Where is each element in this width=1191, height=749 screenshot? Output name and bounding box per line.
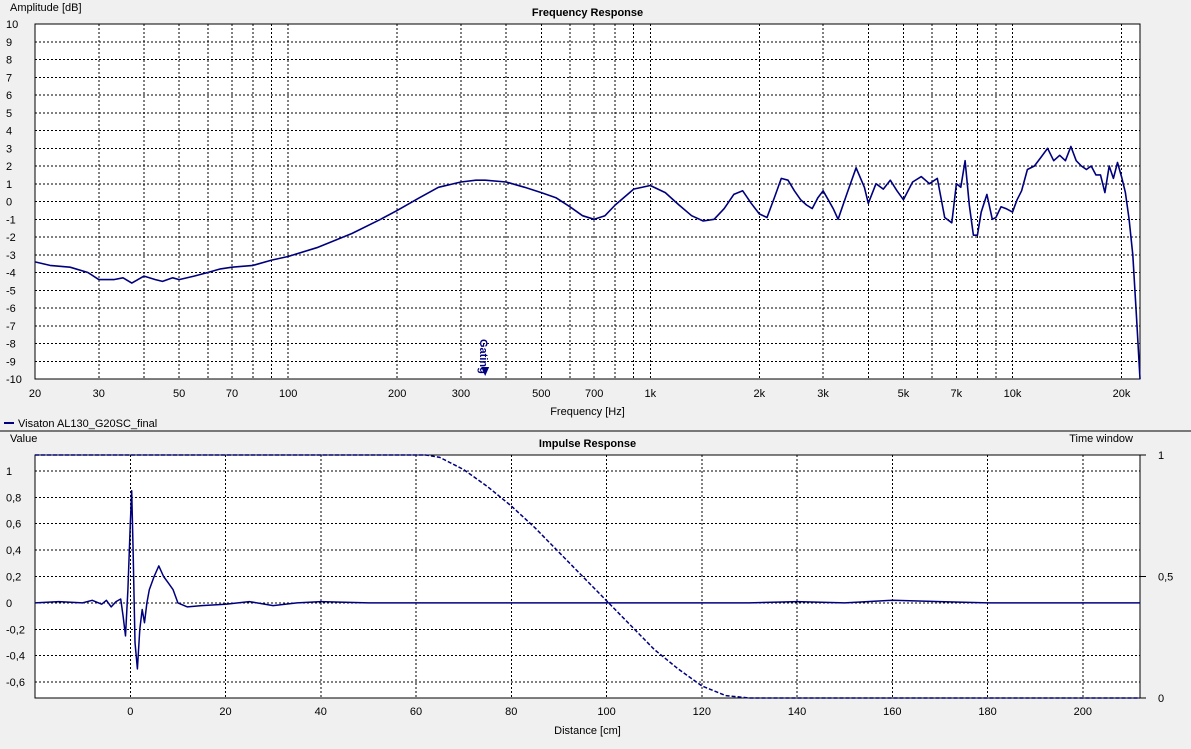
frequency-y-tick-label: 10 [6,19,18,31]
impulse-x-tick-label: 200 [1074,706,1092,718]
impulse-y-tick-label: -0,2 [6,624,25,636]
gating-arrow [481,367,490,376]
frequency-series [34,145,1141,380]
impulse-x-tick-label: 100 [597,706,615,718]
frequency-grid [35,24,1140,379]
impulse-y-tick-label: 0,2 [6,572,21,584]
frequency-x-tick-label: 30 [93,388,105,400]
frequency-x-tick-label: 300 [452,388,470,400]
impulse-y-tick-label: 0,8 [6,492,21,504]
frequency-y-tick-label: 1 [6,179,12,191]
impulse-x-tick-label: 80 [505,706,517,718]
impulse-series [34,454,1140,699]
frequency-x-tick-label: 2k [754,388,766,400]
frequency-x-tick-label: 20 [29,388,41,400]
frequency-x-tick-label: 70 [226,388,238,400]
frequency-y-tick-label: -5 [6,285,16,297]
frequency-x-axis-label: Frequency [Hz] [550,406,625,418]
impulse-response-chart: 0 20 40 60 80 100 120 140 160 180 20010,80,60,40,2… [6,433,1173,737]
impulse-x-tick-label: 140 [788,706,806,718]
impulse-x-tick-label: 160 [883,706,901,718]
impulse-y-axis-label: Value [10,433,37,445]
frequency-y-tick-label: -6 [6,303,16,315]
frequency-y-tick-label: -8 [6,339,16,351]
frequency-y-tick-label: 7 [6,72,12,84]
impulse-tick-labels: 0 20 40 60 80 100 120 140 160 180 20010,80,60,40,2… [6,450,1173,718]
frequency-response-line [34,145,1141,380]
impulse-x-tick-label: 20 [219,706,231,718]
frequency-y-axis-label: Amplitude [dB] [10,2,82,14]
impulse-chart-title: Impulse Response [539,438,636,450]
frequency-y-tick-label: 0 [6,197,12,209]
frequency-x-tick-label: 700 [585,388,603,400]
frequency-x-tick-label: 100 [279,388,297,400]
frequency-x-tick-label: 1k [644,388,656,400]
time-window-tick-label: 1 [1158,450,1164,462]
frequency-y-tick-label: -2 [6,232,16,244]
frequency-y-tick-label: -10 [6,374,22,386]
impulse-y-tick-label: 0 [6,598,12,610]
frequency-y-tick-label: -9 [6,356,16,368]
time-window-curve [35,454,1140,699]
frequency-x-tick-label: 20k [1113,388,1131,400]
frequency-x-tick-label: 3k [817,388,829,400]
impulse-y-tick-label: -0,6 [6,677,25,689]
frequency-x-tick-label: 50 [173,388,185,400]
frequency-x-tick-label: 200 [388,388,406,400]
impulse-x-tick-label: 0 [127,706,133,718]
frequency-y-tick-label: 6 [6,90,12,102]
impulse-y-tick-label: 0,6 [6,519,21,531]
impulse-x-axis-label: Distance [cm] [554,725,621,737]
frequency-y-tick-label: -7 [6,321,16,333]
legend-label: Visaton AL130_G20SC_final [18,418,157,430]
impulse-x-tick-label: 180 [978,706,996,718]
frequency-y-tick-label: 4 [6,126,12,138]
frequency-y-tick-label: 5 [6,108,12,120]
impulse-x-tick-label: 40 [315,706,327,718]
frequency-x-tick-label: 10k [1004,388,1022,400]
frequency-y-tick-label: -4 [6,268,16,280]
gating-marker[interactable]: Gating [477,339,490,376]
frequency-y-tick-label: -3 [6,250,16,262]
frequency-chart-title: Frequency Response [532,7,643,19]
frequency-x-tick-label: 7k [951,388,963,400]
frequency-y-tick-label: -1 [6,214,16,226]
frequency-x-tick-label: 500 [532,388,550,400]
impulse-y-tick-label: 1 [6,466,12,478]
impulse-x-tick-label: 120 [693,706,711,718]
time-window-axis-label: Time window [1069,433,1133,445]
time-window-tick-label: 0 [1158,693,1164,705]
frequency-y-tick-label: 3 [6,143,12,155]
time-window-tick-label: 0,5 [1158,572,1173,584]
gating-label: Gating [477,339,489,374]
legend[interactable]: Visaton AL130_G20SC_final [4,418,157,430]
impulse-response-line [34,489,1140,670]
impulse-y-tick-label: -0,4 [6,651,25,663]
impulse-x-tick-label: 60 [410,706,422,718]
impulse-y-tick-label: 0,4 [6,545,21,557]
frequency-x-tick-label: 5k [898,388,910,400]
frequency-y-tick-label: 8 [6,55,12,67]
frequency-y-tick-label: 9 [6,37,12,49]
frequency-y-tick-label: 2 [6,161,12,173]
